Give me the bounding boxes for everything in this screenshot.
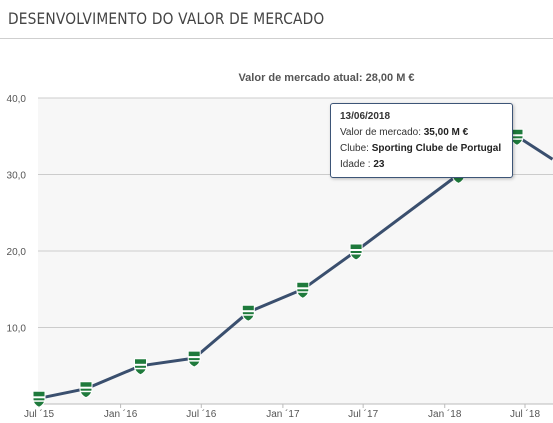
section-header: DESENVOLVIMENTO DO VALOR DE MERCADO xyxy=(0,0,553,39)
chart-subtitle: Valor de mercado atual: 28,00 M € xyxy=(238,72,415,84)
club-crest-icon[interactable] xyxy=(349,243,363,261)
tooltip-club: Sporting Clube de Portugal xyxy=(371,143,502,154)
tooltip-club-row: Clube: Sporting Clube de Portugal xyxy=(340,141,503,157)
club-crest-icon[interactable] xyxy=(134,358,147,376)
x-tick-label: Jan ´18 xyxy=(428,408,462,420)
x-tick-label: Jan ´16 xyxy=(104,408,138,420)
x-tick-label: Jan ´17 xyxy=(266,408,300,420)
club-crest-icon[interactable] xyxy=(79,381,93,399)
y-tick-label: 30,0 xyxy=(7,171,27,182)
club-crest-icon[interactable] xyxy=(32,390,46,408)
chart-tooltip: 13/06/2018 Valor de mercado: 35,00 M € C… xyxy=(330,103,513,178)
y-tick-label: 10,0 xyxy=(7,324,27,335)
x-tick-label: Jul ´18 xyxy=(510,408,540,420)
x-tick-label: Jul ´17 xyxy=(348,408,378,420)
tooltip-value: 35,00 M € xyxy=(423,127,469,138)
tooltip-value-label: Valor de mercado: xyxy=(340,127,421,138)
tooltip-date: 13/06/2018 xyxy=(340,111,391,122)
club-crest-icon[interactable] xyxy=(510,128,524,146)
tooltip-value-row: Valor de mercado: 35,00 M € xyxy=(340,125,503,141)
tooltip-age: 23 xyxy=(373,159,385,170)
y-tick-label: 40,0 xyxy=(7,94,27,105)
x-tick-label: Jul ´15 xyxy=(24,408,54,420)
club-crest-icon[interactable] xyxy=(296,281,310,299)
club-crest-icon[interactable] xyxy=(187,350,201,368)
tooltip-age-label: Idade : xyxy=(340,159,371,170)
club-crest-icon[interactable] xyxy=(241,304,255,322)
section-title: DESENVOLVIMENTO DO VALOR DE MERCADO xyxy=(8,9,325,28)
tooltip-club-label: Clube: xyxy=(340,143,369,154)
x-tick-label: Jul ´16 xyxy=(186,408,216,420)
tooltip-age-row: Idade : 23 xyxy=(340,157,503,173)
y-tick-label: 20,0 xyxy=(7,247,27,258)
